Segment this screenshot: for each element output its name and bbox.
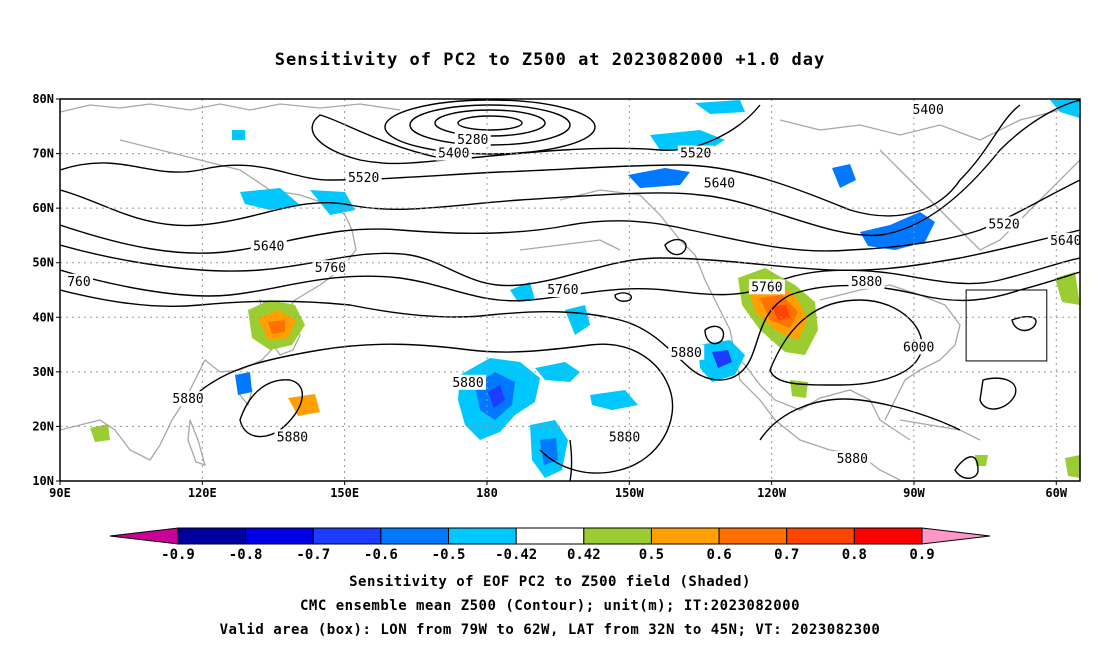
footer-line-2: CMC ensemble mean Z500 (Contour); unit(m…	[299, 598, 800, 614]
colorbar-high-arrow	[921, 527, 991, 545]
colorbar-label: 0.7	[774, 547, 799, 563]
contour-label-bg	[345, 170, 382, 186]
contour-label: 5640	[704, 177, 735, 192]
colorbar-swatch	[312, 527, 382, 545]
lon-tick-label: 60W	[1045, 486, 1067, 500]
contour-label: 5760	[751, 280, 782, 295]
tick-marks	[56, 98, 1057, 485]
colorbar-swatch	[786, 527, 855, 545]
graticule	[60, 99, 1080, 481]
contour-label-bg	[170, 391, 207, 407]
contour-label-bg	[450, 374, 486, 390]
colorbar-label: -0.42	[495, 547, 537, 563]
colorbar-label: -0.6	[364, 547, 398, 563]
lat-tick-label: 60N	[32, 201, 54, 215]
colorbar-label: 0.5	[639, 547, 664, 563]
contour-label: 5880	[671, 346, 702, 361]
contour-label: 5760	[547, 283, 578, 298]
contour-label: 5880	[452, 376, 483, 391]
valid-area-box	[965, 289, 1048, 362]
lon-tick-label: 180	[476, 486, 498, 500]
colorbar-swatch	[583, 527, 652, 545]
map-title: Sensitivity of PC2 to Z500 at 2023082000…	[274, 50, 826, 70]
contour-label: 5760	[315, 261, 346, 276]
colorbar-low-arrow	[109, 527, 179, 545]
lon-tick-label: 150W	[615, 486, 645, 500]
contour-label: 5640	[1050, 234, 1081, 249]
colorbar-label: -0.7	[296, 547, 330, 563]
lon-tick-label: 90E	[49, 486, 71, 500]
colorbar-swatch	[650, 527, 720, 545]
colorbar-swatch	[448, 527, 517, 545]
contour-label-bg	[748, 279, 785, 295]
colorbar: -0.9 -0.8 -0.7 -0.6 -0.5 -0.42 0.42 0.5 0.6 0.7 0.…	[109, 527, 991, 563]
lat-tick-label: 30N	[32, 365, 54, 379]
colorbar-label: 0.8	[842, 547, 867, 563]
contour-label: 5520	[348, 171, 379, 186]
contour-label-bg	[986, 216, 1023, 232]
contour-label: 5880	[277, 430, 308, 445]
contour-label: 5880	[837, 452, 868, 467]
colorbar-swatch	[515, 527, 585, 545]
colorbar-swatch	[853, 527, 923, 545]
contour-label: 5280	[457, 133, 488, 148]
lon-tick-label: 120E	[188, 486, 217, 500]
contour-label: 5400	[438, 147, 469, 162]
contour-label-bg	[668, 344, 705, 360]
contour-label-bg	[701, 175, 738, 191]
colorbar-swatch	[245, 527, 314, 545]
contour-label: 5400	[913, 103, 944, 118]
contour-label-bg	[910, 101, 947, 117]
contour-label-bg	[64, 273, 93, 289]
lon-tick-label: 90W	[903, 486, 925, 500]
contour-label: 6000	[903, 340, 934, 355]
contour-label: 5880	[172, 392, 203, 407]
contour-label-bg	[312, 260, 349, 276]
contour-label: 5880	[609, 430, 640, 445]
contour-label-bg	[435, 145, 472, 161]
colorbar-swatch	[177, 527, 247, 545]
lat-tick-label: 50N	[32, 256, 54, 270]
contour-label-bg	[606, 429, 643, 445]
contour-label-bg	[677, 145, 714, 161]
contour-label-bg	[544, 282, 581, 297]
colorbar-label: -0.8	[229, 547, 263, 563]
lat-tick-label: 20N	[32, 419, 54, 433]
contour-label-bg	[274, 429, 311, 445]
contour-label-bg	[848, 273, 885, 289]
lat-tick-label: 10N	[32, 474, 54, 488]
lat-tick-label: 80N	[32, 92, 54, 106]
contour-label: 760	[67, 275, 90, 290]
map-frame	[59, 98, 1081, 482]
lat-tick-label: 40N	[32, 310, 54, 324]
colorbar-label: 0.42	[567, 547, 601, 563]
contour-label: 5640	[253, 239, 284, 254]
lon-tick-label: 120W	[757, 486, 787, 500]
latitude-labels: 80N 70N 60N 50N 40N 30N 20N 10N	[32, 92, 54, 488]
colorbar-label: -0.5	[432, 547, 466, 563]
longitude-labels: 90E 120E 150E 180 150W 120W 90W 60W	[49, 486, 1068, 500]
footer-line-1: Sensitivity of EOF PC2 to Z500 field (Sh…	[349, 574, 751, 590]
lon-tick-label: 150E	[330, 486, 359, 500]
colorbar-swatch	[718, 527, 788, 545]
contour-label: 5520	[680, 147, 711, 162]
colorbar-label: 0.9	[909, 547, 934, 563]
contour-label: 5880	[851, 275, 882, 290]
contour-label-bg	[834, 451, 871, 467]
colorbar-label: -0.9	[161, 547, 195, 563]
contour-label-bg	[250, 238, 287, 254]
footer-line-3: Valid area (box): LON from 79W to 62W, L…	[219, 622, 881, 638]
contour-label-bg	[454, 131, 491, 147]
contour-label-bg	[900, 339, 937, 355]
lat-tick-label: 70N	[32, 147, 54, 161]
colorbar-swatch	[380, 527, 450, 545]
colorbar-label: 0.6	[706, 547, 731, 563]
contour-label: 5520	[988, 218, 1019, 233]
